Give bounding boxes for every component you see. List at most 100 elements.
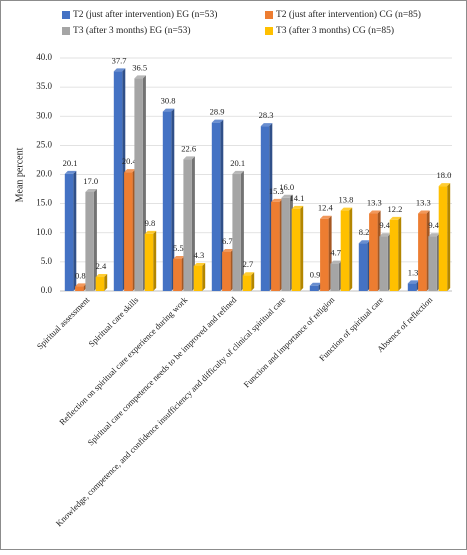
bar bbox=[162, 111, 172, 291]
bar bbox=[144, 233, 154, 291]
bar bbox=[222, 251, 231, 291]
bar bbox=[85, 191, 94, 291]
bar bbox=[358, 243, 368, 291]
bar-top bbox=[124, 169, 136, 173]
bar bbox=[211, 122, 221, 291]
value-label: 20.1 bbox=[230, 158, 245, 168]
bar-top bbox=[64, 170, 77, 174]
bar bbox=[260, 126, 270, 291]
bar bbox=[242, 275, 252, 291]
bar-top bbox=[291, 205, 304, 209]
value-label: 9.8 bbox=[145, 218, 156, 228]
bar-top bbox=[330, 260, 342, 264]
legend-swatch bbox=[265, 27, 273, 35]
legend-label: T2 (just after intervention) CG (n=85) bbox=[276, 9, 421, 20]
bar-top bbox=[281, 194, 293, 198]
bar bbox=[113, 71, 123, 292]
bar-top bbox=[242, 272, 255, 276]
value-label: 0.8 bbox=[75, 270, 86, 280]
bar-top bbox=[309, 282, 322, 286]
bar-top bbox=[418, 210, 430, 214]
bar-side bbox=[153, 230, 157, 291]
bar bbox=[134, 78, 143, 291]
bar bbox=[95, 277, 105, 291]
legend-swatch bbox=[265, 11, 273, 19]
bar-side bbox=[171, 108, 175, 291]
legend-swatch bbox=[62, 11, 70, 19]
value-label: 5.5 bbox=[173, 243, 184, 253]
bar-top bbox=[183, 156, 195, 160]
value-label: 12.4 bbox=[318, 203, 334, 213]
bar-side bbox=[300, 205, 304, 291]
bar-top bbox=[260, 123, 273, 127]
bar-side bbox=[447, 183, 451, 291]
value-label: 13.3 bbox=[416, 197, 431, 207]
bar-side bbox=[349, 207, 353, 291]
legend-label: T3 (after 3 months) EG (n=53) bbox=[73, 25, 190, 36]
bar bbox=[369, 213, 378, 291]
value-label: 9.4 bbox=[379, 220, 390, 230]
y-axis-label: Mean percent bbox=[14, 147, 25, 202]
bar bbox=[64, 173, 74, 291]
bar-top bbox=[407, 280, 420, 284]
bar-side bbox=[251, 272, 255, 291]
bar bbox=[330, 263, 339, 291]
bar-top bbox=[232, 170, 244, 174]
y-tick-label: 30.0 bbox=[36, 110, 52, 120]
bar bbox=[271, 201, 280, 291]
legend-label: T3 (after 3 months) CG (n=85) bbox=[276, 25, 394, 36]
value-label: 9.4 bbox=[428, 220, 439, 230]
bar bbox=[124, 172, 133, 291]
legend-label: T2 (just after intervention) EG (n=53) bbox=[73, 9, 217, 20]
bar bbox=[407, 283, 417, 291]
y-tick-label: 20.0 bbox=[36, 169, 52, 179]
bar bbox=[418, 213, 427, 291]
value-label: 15.3 bbox=[269, 186, 284, 196]
value-label: 18.0 bbox=[437, 170, 452, 180]
value-label: 1.3 bbox=[408, 267, 419, 277]
bar-side bbox=[191, 156, 195, 291]
bar-top bbox=[75, 283, 87, 287]
value-label: 22.6 bbox=[181, 143, 196, 153]
y-tick-label: 5.0 bbox=[41, 256, 53, 266]
value-label: 6.7 bbox=[222, 236, 233, 246]
bar bbox=[428, 236, 437, 291]
value-label: 14.1 bbox=[290, 193, 305, 203]
bar-top bbox=[193, 262, 206, 266]
value-label: 13.8 bbox=[339, 195, 354, 205]
bar-side bbox=[220, 119, 224, 291]
value-label: 37.7 bbox=[112, 55, 127, 65]
bar bbox=[173, 258, 182, 291]
bar bbox=[340, 210, 350, 291]
bar-side bbox=[73, 170, 77, 291]
bar-side bbox=[398, 216, 402, 291]
bar-top bbox=[428, 233, 440, 237]
value-label: 17.0 bbox=[83, 176, 98, 186]
value-label: 20.4 bbox=[122, 156, 138, 166]
bar-top bbox=[358, 240, 371, 244]
bar-top bbox=[379, 233, 391, 237]
bar bbox=[309, 285, 319, 291]
bar bbox=[183, 159, 192, 291]
y-tick-label: 35.0 bbox=[36, 81, 52, 91]
value-label: 28.3 bbox=[259, 110, 274, 120]
y-tick-label: 15.0 bbox=[36, 198, 52, 208]
y-tick-label: 40.0 bbox=[36, 52, 52, 62]
value-label: 12.2 bbox=[388, 204, 403, 214]
bar bbox=[291, 208, 301, 291]
y-tick-label: 0.0 bbox=[41, 285, 53, 295]
bar bbox=[438, 186, 448, 291]
y-tick-label: 10.0 bbox=[36, 227, 52, 237]
bar-top bbox=[211, 119, 224, 123]
bar-top bbox=[85, 188, 97, 192]
value-label: 2.4 bbox=[96, 261, 107, 271]
value-label: 13.3 bbox=[367, 197, 382, 207]
bar-top bbox=[271, 198, 283, 202]
value-label: 20.1 bbox=[63, 158, 78, 168]
value-label: 8.2 bbox=[359, 227, 370, 237]
bar-top bbox=[173, 255, 185, 259]
bar bbox=[193, 265, 203, 291]
bar bbox=[281, 197, 290, 291]
bar-top bbox=[222, 248, 234, 252]
